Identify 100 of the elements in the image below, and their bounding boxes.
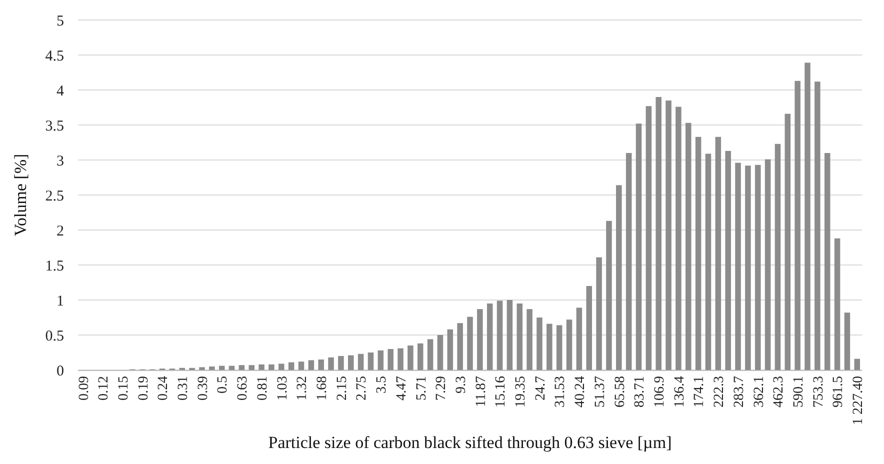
bar <box>656 97 662 370</box>
bar <box>408 346 414 370</box>
x-tick-label: 65.58 <box>612 376 628 408</box>
x-tick-label: 462.3 <box>772 376 787 408</box>
bar <box>318 360 324 370</box>
x-tick-label: 2.15 <box>334 376 350 400</box>
bar <box>754 164 761 370</box>
x-tick-label: 222.3 <box>712 376 728 408</box>
bar <box>695 136 702 370</box>
x-tick-label: 283.7 <box>732 376 747 408</box>
bar <box>764 159 771 370</box>
bar <box>477 309 483 370</box>
bar <box>636 124 642 370</box>
bar <box>288 362 294 370</box>
bar <box>686 122 692 370</box>
bar <box>447 329 454 370</box>
bar <box>784 114 791 370</box>
x-tick-label: 0.19 <box>136 376 152 400</box>
bar <box>814 82 820 370</box>
bar <box>358 354 364 370</box>
bar <box>705 154 712 370</box>
x-tick-label: 1 227.40 <box>851 376 866 425</box>
x-tick-label: 4.47 <box>394 376 410 400</box>
bar <box>804 62 810 370</box>
y-tick-label: 5 <box>56 13 64 30</box>
y-tick-label: 1.5 <box>45 258 64 274</box>
x-tick-label: 40.24 <box>573 376 588 408</box>
x-tick-label: 0.31 <box>176 376 192 400</box>
bar <box>676 106 682 370</box>
bar <box>626 153 632 370</box>
bar <box>834 238 840 370</box>
bar <box>646 106 652 370</box>
y-tick-label: 1 <box>56 293 64 310</box>
y-tick-label: 2 <box>56 223 64 240</box>
y-tick-label: 2.5 <box>45 188 64 204</box>
bar <box>467 316 473 370</box>
y-tick-label: 4.5 <box>45 48 64 64</box>
x-tick-label: 174.1 <box>692 376 708 408</box>
x-tick-label: 2.75 <box>354 376 370 400</box>
x-tick-label: 3.5 <box>374 376 390 394</box>
x-tick-label: 0.81 <box>255 376 270 400</box>
bar <box>725 150 731 370</box>
x-tick-label: 0.15 <box>116 376 132 400</box>
x-tick-label: 19.35 <box>514 376 529 408</box>
bar <box>546 324 552 370</box>
x-tick-label: 24.7 <box>533 376 548 400</box>
bar <box>348 355 354 370</box>
x-tick-label: 83.71 <box>632 376 648 408</box>
y-tick-label: 0 <box>56 363 64 380</box>
x-tick-label: 11.87 <box>474 376 489 407</box>
bar <box>308 360 314 370</box>
bar <box>616 185 622 370</box>
bar <box>735 162 741 370</box>
x-tick-label: 0.12 <box>96 376 112 400</box>
bar <box>516 304 523 370</box>
x-tick-label: 5.71 <box>414 376 430 400</box>
bar <box>566 320 572 370</box>
y-tick-label: 0.5 <box>45 328 64 344</box>
bar <box>388 349 394 370</box>
bar <box>228 366 235 370</box>
bar <box>596 257 602 370</box>
bar <box>199 367 205 370</box>
bar <box>824 153 830 370</box>
x-tick-label: 31.53 <box>553 376 568 408</box>
bar <box>417 343 424 370</box>
x-tick-label: 362.1 <box>752 376 767 408</box>
bar <box>606 220 612 370</box>
x-tick-label: 590.1 <box>791 376 806 408</box>
x-tick-label: 0.09 <box>76 376 92 400</box>
x-tick-label: 961.5 <box>831 376 846 408</box>
bar <box>457 323 463 370</box>
x-tick-label: 7.29 <box>434 376 450 400</box>
y-tick-label: 3 <box>56 153 64 170</box>
bar <box>258 364 264 370</box>
bar <box>794 80 800 370</box>
bar <box>398 348 404 370</box>
x-tick-label: 136.4 <box>672 376 688 408</box>
bar <box>666 100 672 370</box>
x-tick-label: 0.5 <box>216 376 231 394</box>
bar <box>486 304 493 370</box>
bar <box>209 366 215 370</box>
bar <box>218 366 225 370</box>
x-tick-label: 1.03 <box>275 376 290 400</box>
y-tick-label: 4 <box>56 83 64 100</box>
y-tick-label: 3.5 <box>45 118 64 134</box>
bar <box>745 166 751 370</box>
x-tick-label: 15.16 <box>494 376 509 408</box>
x-tick-label: 1.68 <box>315 376 330 400</box>
bar <box>298 362 304 370</box>
bar <box>268 364 274 370</box>
bar <box>328 357 334 370</box>
bar <box>774 144 781 370</box>
bar <box>278 364 284 370</box>
bar <box>526 309 532 370</box>
bar <box>715 136 722 370</box>
bar <box>378 350 384 370</box>
bar <box>248 365 254 370</box>
x-axis-title: Particle size of carbon black sifted through 0.63 sieve [µm] <box>268 433 672 452</box>
bar <box>576 308 582 370</box>
bar <box>854 358 860 370</box>
